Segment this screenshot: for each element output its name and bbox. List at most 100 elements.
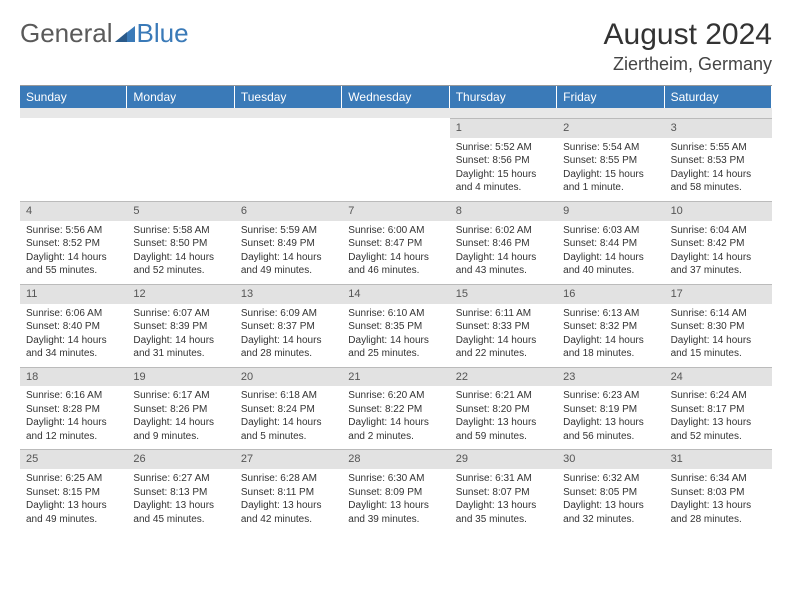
day-number: 27 [235,449,342,469]
calendar-cell: 15Sunrise: 6:11 AM Sunset: 8:33 PM Dayli… [450,284,557,367]
day-number: 11 [20,284,127,304]
sun-info: Sunrise: 6:20 AM Sunset: 8:22 PM Dayligh… [348,389,443,443]
day-number: 2 [557,118,664,138]
cell-body [20,138,127,196]
sun-info: Sunrise: 6:14 AM Sunset: 8:30 PM Dayligh… [671,307,766,361]
cell-body: Sunrise: 6:02 AM Sunset: 8:46 PM Dayligh… [450,221,557,284]
day-number: 18 [20,367,127,387]
cell-body: Sunrise: 6:17 AM Sunset: 8:26 PM Dayligh… [127,386,234,449]
sun-info: Sunrise: 6:09 AM Sunset: 8:37 PM Dayligh… [241,307,336,361]
sun-info: Sunrise: 6:10 AM Sunset: 8:35 PM Dayligh… [348,307,443,361]
day-number: 1 [450,118,557,138]
day-number: 4 [20,201,127,221]
month-title: August 2024 [604,18,772,52]
cell-body [342,138,449,196]
sun-info: Sunrise: 6:28 AM Sunset: 8:11 PM Dayligh… [241,472,336,526]
cell-body: Sunrise: 5:58 AM Sunset: 8:50 PM Dayligh… [127,221,234,284]
calendar-cell: 28Sunrise: 6:30 AM Sunset: 8:09 PM Dayli… [342,449,449,532]
day-number: 7 [342,201,449,221]
cell-body: Sunrise: 6:20 AM Sunset: 8:22 PM Dayligh… [342,386,449,449]
cell-body: Sunrise: 6:09 AM Sunset: 8:37 PM Dayligh… [235,304,342,367]
cell-body: Sunrise: 6:16 AM Sunset: 8:28 PM Dayligh… [20,386,127,449]
cell-body: Sunrise: 6:31 AM Sunset: 8:07 PM Dayligh… [450,469,557,532]
calendar-cell: 27 Sunrise: 6:28 AM Sunset: 8:11 PM Dayli… [235,449,342,532]
cell-body: Sunrise: 5:59 AM Sunset: 8:49 PM Dayligh… [235,221,342,284]
cell-body: Sunrise: 6:18 AM Sunset: 8:24 PM Dayligh… [235,386,342,449]
day-number: 12 [127,284,234,304]
calendar-cell: 26Sunrise: 6:27 AM Sunset: 8:13 PM Dayli… [127,449,234,532]
cell-body: Sunrise: 6:30 AM Sunset: 8:09 PM Dayligh… [342,469,449,532]
location: Ziertheim, Germany [604,54,772,75]
day-number: 22 [450,367,557,387]
calendar-cell: 13 Sunrise: 6:09 AM Sunset: 8:37 PM Dayli… [235,284,342,367]
cell-body: Sunrise: 5:55 AM Sunset: 8:53 PM Dayligh… [665,138,772,201]
day-number: 29 [450,449,557,469]
cell-body: Sunrise: 6:28 AM Sunset: 8:11 PM Dayligh… [235,469,342,532]
day-number: 19 [127,367,234,387]
day-number: 6 [235,201,342,221]
calendar-grid: SundayMondayTuesdayWednesdayThursdayFrid… [20,85,772,532]
header-spacer [20,108,772,118]
calendar-cell: 29Sunrise: 6:31 AM Sunset: 8:07 PM Dayli… [450,449,557,532]
day-number: 13 [235,284,342,304]
day-number: 28 [342,449,449,469]
calendar-cell: 23Sunrise: 6:23 AM Sunset: 8:19 PM Dayli… [557,367,664,450]
cell-body [235,138,342,196]
calendar-cell: 22Sunrise: 6:21 AM Sunset: 8:20 PM Dayli… [450,367,557,450]
calendar-cell: 17 Sunrise: 6:14 AM Sunset: 8:30 PM Dayli… [665,284,772,367]
calendar-cell: 19Sunrise: 6:17 AM Sunset: 8:26 PM Dayli… [127,367,234,450]
calendar-cell: 2Sunrise: 5:54 AM Sunset: 8:55 PM Daylig… [557,118,664,201]
sun-info: Sunrise: 6:18 AM Sunset: 8:24 PM Dayligh… [241,389,336,443]
calendar-cell: 9 Sunrise: 6:03 AM Sunset: 8:44 PM Daylig… [557,201,664,284]
calendar-cell: 8 Sunrise: 6:02 AM Sunset: 8:46 PM Daylig… [450,201,557,284]
sun-info: Sunrise: 6:00 AM Sunset: 8:47 PM Dayligh… [348,224,443,278]
day-number: 17 [665,284,772,304]
sun-info: Sunrise: 6:06 AM Sunset: 8:40 PM Dayligh… [26,307,121,361]
day-header: Wednesday [342,86,449,108]
calendar-cell: 11 Sunrise: 6:06 AM Sunset: 8:40 PM Dayli… [20,284,127,367]
sun-info: Sunrise: 6:11 AM Sunset: 8:33 PM Dayligh… [456,307,551,361]
sun-info: Sunrise: 6:03 AM Sunset: 8:44 PM Dayligh… [563,224,658,278]
sun-info: Sunrise: 5:55 AM Sunset: 8:53 PM Dayligh… [671,141,766,195]
logo-text-gray: General [20,18,113,49]
cell-body: Sunrise: 6:24 AM Sunset: 8:17 PM Dayligh… [665,386,772,449]
sun-info: Sunrise: 5:59 AM Sunset: 8:49 PM Dayligh… [241,224,336,278]
day-number: 5 [127,201,234,221]
calendar-cell: 14Sunrise: 6:10 AM Sunset: 8:35 PM Dayli… [342,284,449,367]
sun-info: Sunrise: 6:23 AM Sunset: 8:19 PM Dayligh… [563,389,658,443]
calendar-cell: 25Sunrise: 6:25 AM Sunset: 8:15 PM Dayli… [20,449,127,532]
sun-info: Sunrise: 5:58 AM Sunset: 8:50 PM Dayligh… [133,224,228,278]
cell-body: Sunrise: 6:13 AM Sunset: 8:32 PM Dayligh… [557,304,664,367]
sun-info: Sunrise: 6:27 AM Sunset: 8:13 PM Dayligh… [133,472,228,526]
cell-body: Sunrise: 6:11 AM Sunset: 8:33 PM Dayligh… [450,304,557,367]
calendar-cell: 31Sunrise: 6:34 AM Sunset: 8:03 PM Dayli… [665,449,772,532]
day-number: 3 [665,118,772,138]
calendar-cell: 20Sunrise: 6:18 AM Sunset: 8:24 PM Dayli… [235,367,342,450]
cell-body: Sunrise: 5:54 AM Sunset: 8:55 PM Dayligh… [557,138,664,201]
day-number: 8 [450,201,557,221]
cell-body: Sunrise: 6:32 AM Sunset: 8:05 PM Dayligh… [557,469,664,532]
day-header: Friday [557,86,664,108]
cell-body [127,138,234,196]
calendar-cell: 18Sunrise: 6:16 AM Sunset: 8:28 PM Dayli… [20,367,127,450]
title-block: August 2024 Ziertheim, Germany [604,18,772,75]
cell-body: Sunrise: 6:21 AM Sunset: 8:20 PM Dayligh… [450,386,557,449]
day-number: 10 [665,201,772,221]
sun-info: Sunrise: 6:17 AM Sunset: 8:26 PM Dayligh… [133,389,228,443]
day-number: 9 [557,201,664,221]
sun-info: Sunrise: 6:25 AM Sunset: 8:15 PM Dayligh… [26,472,121,526]
cell-body: Sunrise: 6:10 AM Sunset: 8:35 PM Dayligh… [342,304,449,367]
day-number: 24 [665,367,772,387]
calendar-cell: 0 [235,118,342,201]
day-number: 20 [235,367,342,387]
cell-body: Sunrise: 6:34 AM Sunset: 8:03 PM Dayligh… [665,469,772,532]
sun-info: Sunrise: 6:24 AM Sunset: 8:17 PM Dayligh… [671,389,766,443]
sun-info: Sunrise: 5:56 AM Sunset: 8:52 PM Dayligh… [26,224,121,278]
cell-body: Sunrise: 6:14 AM Sunset: 8:30 PM Dayligh… [665,304,772,367]
calendar-cell: 0 [342,118,449,201]
sun-info: Sunrise: 6:02 AM Sunset: 8:46 PM Dayligh… [456,224,551,278]
cell-body: Sunrise: 6:25 AM Sunset: 8:15 PM Dayligh… [20,469,127,532]
sun-info: Sunrise: 6:21 AM Sunset: 8:20 PM Dayligh… [456,389,551,443]
sun-info: Sunrise: 6:32 AM Sunset: 8:05 PM Dayligh… [563,472,658,526]
sun-info: Sunrise: 6:04 AM Sunset: 8:42 PM Dayligh… [671,224,766,278]
